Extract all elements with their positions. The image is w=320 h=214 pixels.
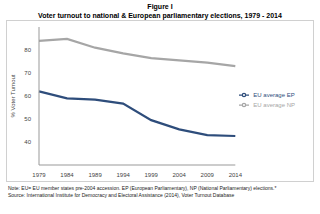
svg-text:1999: 1999 bbox=[144, 172, 158, 178]
html-text:Voter turnout to national & Eu: Voter turnout to national & European par… bbox=[38, 12, 282, 19]
html-text:EU average EP: EU average EP bbox=[253, 91, 295, 98]
svg-text:1994: 1994 bbox=[116, 172, 130, 178]
svg-text:1984: 1984 bbox=[60, 172, 74, 178]
svg-text:60: 60 bbox=[24, 93, 31, 99]
svg-text:% Voter Turnout: % Voter Turnout bbox=[10, 74, 16, 117]
svg-text:40: 40 bbox=[24, 139, 31, 145]
svg-text:1979: 1979 bbox=[32, 172, 46, 178]
html-text:Source: International Institut: Source: International Institute for Demo… bbox=[8, 191, 235, 198]
svg-text:80: 80 bbox=[24, 47, 31, 53]
svg-text:50: 50 bbox=[24, 116, 31, 122]
svg-text:2004: 2004 bbox=[173, 172, 187, 178]
html-text:Figure I: Figure I bbox=[147, 3, 173, 10]
svg-text:70: 70 bbox=[24, 70, 31, 76]
svg-text:1989: 1989 bbox=[88, 172, 102, 178]
svg-text:2014: 2014 bbox=[229, 172, 243, 178]
svg-text:2009: 2009 bbox=[201, 172, 215, 178]
html-text:Note: EU= EU member states pre: Note: EU= EU member states pre-2004 acce… bbox=[8, 185, 277, 191]
html-text:EU average NP: EU average NP bbox=[253, 101, 295, 108]
